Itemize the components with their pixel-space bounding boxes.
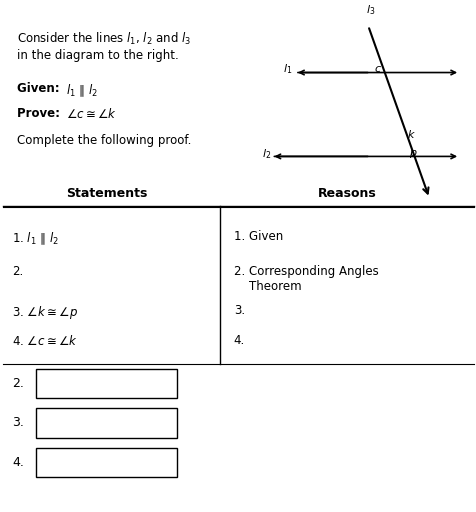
FancyBboxPatch shape <box>36 408 177 438</box>
Text: 1. $l_1$ ∥ $l_2$: 1. $l_1$ ∥ $l_2$ <box>12 230 59 247</box>
Text: 3. $\angle k \cong \angle p$: 3. $\angle k \cong \angle p$ <box>12 305 78 322</box>
Text: 3.: 3. <box>12 416 24 430</box>
Text: Statements: Statements <box>66 187 147 200</box>
Text: $l_2$: $l_2$ <box>262 147 271 161</box>
Text: 2.: 2. <box>12 377 24 390</box>
Text: $p$: $p$ <box>408 148 417 160</box>
Text: Given:: Given: <box>17 82 63 95</box>
Text: Prove:: Prove: <box>17 107 64 120</box>
Text: $l_3$: $l_3$ <box>365 3 374 17</box>
Text: $l_1$ ∥ $l_2$: $l_1$ ∥ $l_2$ <box>66 82 98 99</box>
Text: 1. Given: 1. Given <box>233 230 282 243</box>
Text: $l_1$: $l_1$ <box>283 62 292 76</box>
Text: Consider the lines $l_1$, $l_2$ and $l_3$
in the diagram to the right.: Consider the lines $l_1$, $l_2$ and $l_3… <box>17 31 190 61</box>
FancyBboxPatch shape <box>36 447 177 477</box>
FancyBboxPatch shape <box>36 369 177 398</box>
Text: $k$: $k$ <box>407 128 415 140</box>
Text: Reasons: Reasons <box>317 187 376 200</box>
Text: 4.: 4. <box>12 456 24 469</box>
Text: 3.: 3. <box>233 305 244 317</box>
Text: $\angle c \cong \angle k$: $\angle c \cong \angle k$ <box>66 107 117 121</box>
Text: Complete the following proof.: Complete the following proof. <box>17 134 191 147</box>
Text: $c$: $c$ <box>374 64 381 74</box>
Text: 4. $\angle c \cong \angle k$: 4. $\angle c \cong \angle k$ <box>12 334 78 348</box>
Text: 2. Corresponding Angles
    Theorem: 2. Corresponding Angles Theorem <box>233 265 378 293</box>
Text: 4.: 4. <box>233 334 245 347</box>
Text: 2.: 2. <box>12 265 23 278</box>
